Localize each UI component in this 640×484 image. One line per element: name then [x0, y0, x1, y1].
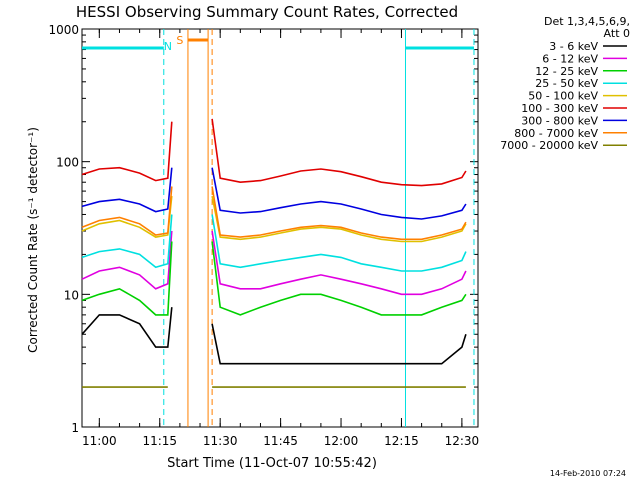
series-line-5 [211, 118, 467, 187]
series-line-7 [211, 186, 467, 241]
legend-header-line-2: Att 0 [604, 27, 630, 40]
legend-entry-label: 25 - 50 keV [535, 77, 598, 90]
series-line-1 [211, 230, 467, 296]
plot-frame [81, 28, 479, 428]
y-tick-label: 1000 [48, 23, 79, 37]
legend-entry-label: 12 - 25 keV [535, 65, 598, 78]
legend-entry-label: 800 - 7000 keV [514, 127, 598, 140]
legend-entry-label: 100 - 300 keV [521, 102, 598, 115]
legend-header-line-1: Det 1,3,4,5,6,9, [544, 15, 630, 28]
night-marker-label: N [164, 40, 172, 53]
series-line-2 [211, 241, 467, 316]
legend-entry-label: 7000 - 20000 keV [500, 139, 598, 152]
timestamp: 14-Feb-2010 07:24 [550, 469, 626, 478]
saa-marker-label: S [176, 34, 183, 47]
x-tick-label: 12:15 [384, 434, 419, 448]
x-tick-label: 12:00 [324, 434, 359, 448]
y-tick-label: 10 [64, 288, 79, 302]
series-line-3 [81, 214, 173, 269]
x-tick-label: 11:45 [263, 434, 298, 448]
series-line-4 [211, 195, 467, 243]
series-line-0 [211, 323, 467, 365]
chart-title: HESSI Observing Summary Count Rates, Cor… [76, 3, 458, 21]
x-axis-label: Start Time (11-Oct-07 10:55:42) [167, 456, 377, 471]
series-line-0 [81, 307, 173, 348]
x-tick-label: 12:30 [445, 434, 480, 448]
series-line-2 [81, 241, 173, 316]
x-tick-label: 11:00 [82, 434, 117, 448]
x-tick-label: 11:30 [203, 434, 238, 448]
legend-entry-label: 3 - 6 keV [549, 40, 598, 53]
legend-entry-label: 6 - 12 keV [542, 52, 598, 65]
y-axis-label: Corrected Count Rate (s⁻¹ detector⁻¹) [26, 127, 40, 353]
y-tick-label: 1 [71, 421, 79, 435]
series-line-6 [211, 167, 467, 220]
legend-entry-label: 300 - 800 keV [521, 114, 598, 127]
series-line-3 [211, 214, 467, 272]
series-line-5 [81, 121, 173, 182]
plot-layer: 1 10 100 1000 11:00 11:15 11:30 11:45 12:00 12:15… [48, 23, 627, 448]
series-line-1 [81, 230, 173, 290]
series-line-6 [81, 167, 173, 213]
series-line-4 [81, 196, 173, 238]
x-tick-label: 11:15 [142, 434, 177, 448]
legend-entry-label: 50 - 100 keV [528, 90, 598, 103]
series-line-7 [81, 186, 173, 236]
y-tick-label: 100 [56, 156, 79, 170]
